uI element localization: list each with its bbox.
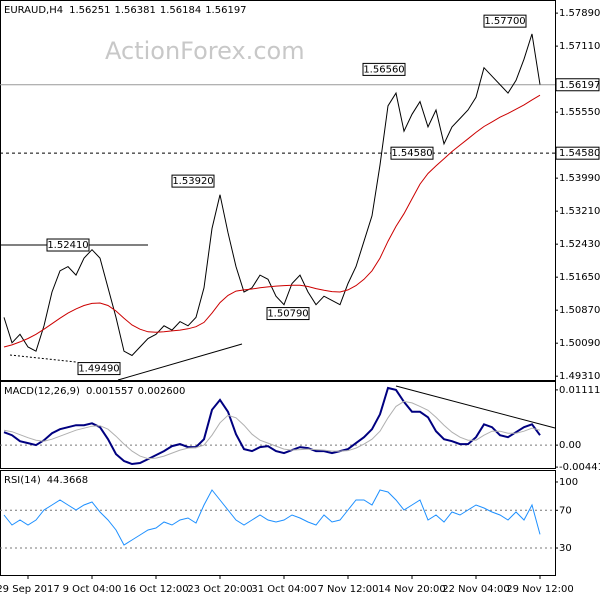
- x-tick-label: 16 Oct 12:00: [123, 584, 188, 595]
- annotation-label: 1.53920: [172, 176, 213, 187]
- y-tick-label: -0.004419: [559, 462, 600, 473]
- annotation-box: [266, 307, 310, 321]
- x-tick-label: 29 Sep 2017: [0, 584, 60, 595]
- y-tick-label: 1.57890: [559, 8, 600, 19]
- annotation-label: 1.49490: [78, 364, 119, 375]
- series-line: [3, 33, 541, 357]
- level-label: 1.54580: [559, 148, 600, 159]
- ohlc-value: 1.56381: [114, 5, 155, 16]
- panel-title: EURAUD,H4: [4, 5, 63, 16]
- x-tick-label: 14 Nov 20:00: [378, 584, 445, 595]
- x-tick-label: 7 Nov 12:00: [317, 584, 378, 595]
- current-price-label: 1.56197: [559, 80, 600, 91]
- annotation-box: [171, 174, 215, 188]
- ohlc-value: 1.56197: [205, 5, 246, 16]
- ohlc-value: 1.56184: [160, 5, 201, 16]
- y-tick-label: 1.52430: [559, 239, 600, 250]
- trend-line: [395, 385, 556, 429]
- y-tick-label: 1.51650: [559, 272, 600, 283]
- y-tick-label: 1.50870: [559, 305, 600, 316]
- panel-title: MACD(12,26,9): [4, 386, 80, 397]
- annotation-box: [483, 14, 527, 28]
- annotation-label: 1.50790: [267, 309, 308, 320]
- y-tick-label: 1.53990: [559, 173, 600, 184]
- y-tick-label: 1.55550: [559, 107, 600, 118]
- ohlc-value: 1.56251: [69, 5, 110, 16]
- annotation-label: 1.54580: [391, 148, 432, 159]
- panel-frame: [0, 470, 556, 576]
- indicator-value: 0.002600: [138, 386, 186, 397]
- annotation-box: [77, 362, 121, 376]
- panel-frame: [0, 0, 556, 381]
- indicator-value: 44.3668: [47, 475, 88, 486]
- annotation-label: 1.56560: [363, 64, 404, 75]
- trend-line: [117, 343, 243, 381]
- y-tick-label: 0.00: [559, 440, 581, 451]
- series-line: [3, 489, 541, 546]
- y-tick-label: 1.49310: [559, 371, 600, 382]
- indicator-value: 0.001557: [86, 386, 134, 397]
- series-line: [3, 386, 541, 466]
- support-line: [9, 354, 77, 363]
- panel-title: RSI(14): [4, 475, 41, 486]
- x-tick-label: 22 Nov 04:00: [442, 584, 509, 595]
- x-tick-label: 29 Nov 12:00: [506, 584, 573, 595]
- annotation-box: [362, 62, 406, 76]
- y-tick-label: 30: [559, 543, 572, 554]
- x-tick-label: 9 Oct 04:00: [63, 584, 122, 595]
- y-tick-label: 100: [559, 477, 578, 488]
- y-tick-label: 1.57110: [559, 41, 600, 52]
- series-line: [3, 400, 541, 460]
- annotation-label: 1.52410: [47, 240, 88, 251]
- annotation-box: [46, 238, 90, 252]
- y-tick-label: 1.50090: [559, 338, 600, 349]
- watermark: ActionForex.com: [105, 37, 305, 65]
- level-box: [555, 146, 600, 160]
- annotation-label: 1.57700: [484, 16, 525, 27]
- annotation-box: [390, 146, 434, 160]
- x-tick-label: 23 Oct 20:00: [187, 584, 252, 595]
- panel-frame: [0, 381, 556, 469]
- x-tick-label: 31 Oct 04:00: [251, 584, 316, 595]
- y-tick-label: 70: [559, 505, 572, 516]
- y-tick-label: 1.53210: [559, 206, 600, 217]
- current-price-box: [555, 78, 600, 92]
- y-tick-label: 0.011111: [559, 385, 600, 396]
- series-line: [3, 94, 541, 348]
